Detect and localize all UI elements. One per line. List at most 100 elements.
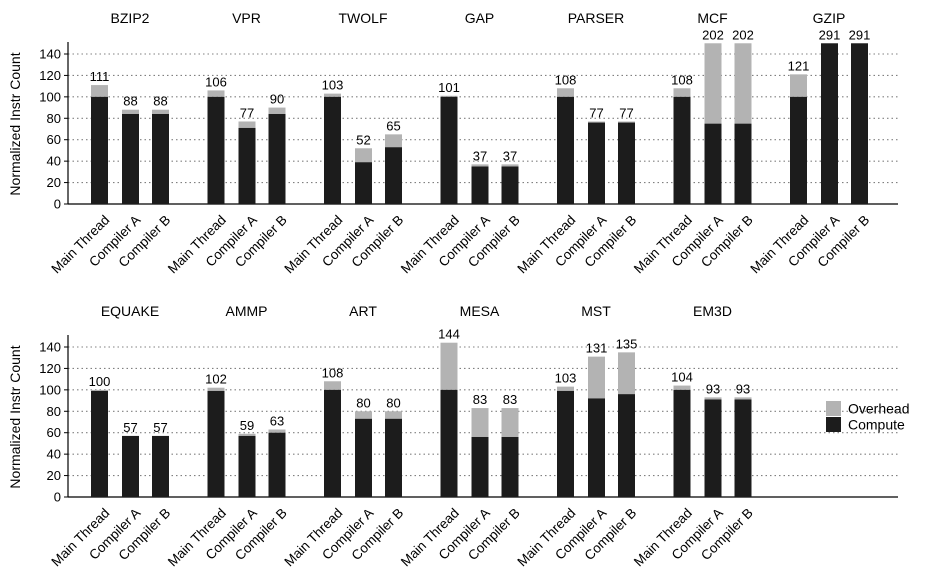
bar-overhead [385,411,402,419]
bar-overhead [238,121,256,128]
y-tick-label: 80 [47,111,61,126]
bar-value-label: 291 [819,27,841,42]
bar-value-label: 108 [671,72,693,87]
bar-overhead [207,90,225,97]
bar-compute [207,96,225,204]
bar-overhead [557,386,574,391]
y-tick-label: 60 [47,132,61,147]
y-tick-label: 140 [39,339,61,354]
bar-overhead [501,164,519,167]
bar-overhead [152,109,169,114]
bar-overhead [734,43,752,124]
bar-compute [207,390,225,497]
y-tick-label: 80 [47,404,61,419]
bar-overhead [673,88,691,97]
bar-value-label: 77 [240,105,254,120]
benchmark-title: TWOLF [339,10,388,26]
bar-value-label: 93 [706,381,720,396]
bar-compute [618,394,635,497]
bar-value-label: 108 [322,365,344,380]
benchmark-title: GAP [465,10,495,26]
bar-compute [324,389,341,497]
bar-overhead [355,411,372,419]
bar-compute [704,123,722,204]
bar-overhead [238,433,256,436]
y-tick-label: 0 [54,490,61,505]
bar-compute [152,435,169,497]
bar-overhead [207,387,225,391]
bar-overhead [91,85,108,97]
bar-value-label: 90 [270,92,284,107]
bar-value-label: 103 [322,78,344,93]
bar-value-label: 77 [589,105,603,120]
bar-compute [440,96,458,204]
bar-compute [355,162,372,204]
bar-overhead [324,381,341,390]
bar-overhead [324,93,341,97]
bar-value-label: 88 [153,94,167,109]
panel-2: Normalized Instr Count 0 20 40 60 80 100 120 140… [7,303,898,569]
benchmark-title: MCF [697,10,727,26]
benchmark-title: AMMP [226,303,268,319]
benchmark-title: VPR [232,10,261,26]
bar-compute [588,398,605,497]
bar-value-label: 131 [586,341,608,356]
bar-compute [122,435,139,497]
benchmark-title: MESA [460,303,500,319]
benchmark-title: MST [581,303,611,319]
bar-value-label: 103 [555,371,577,386]
bar-overhead [440,95,458,97]
benchmark-title: EM3D [693,303,732,319]
benchmark-title: BZIP2 [111,10,150,26]
bar-compute [557,390,574,497]
bar-value-label: 37 [473,148,487,163]
legend-label-overhead: Overhead [848,401,909,417]
bar-overhead [618,352,635,395]
y-tick-label: 20 [47,175,61,190]
y-tick-label: 100 [39,89,61,104]
benchmark-title: PARSER [568,10,625,26]
bar-overhead [734,397,752,400]
y-axis-label: Normalized Instr Count [7,52,23,195]
bar-overhead [385,134,402,148]
bar-compute [238,127,256,204]
y-tick-label: 100 [39,382,61,397]
bar-value-label: 135 [616,336,638,351]
bar-compute [588,122,605,204]
bar-overhead [471,164,489,167]
bar-overhead [268,107,286,114]
benchmark-title: EQUAKE [101,303,159,319]
bar-compute [324,96,341,204]
bar-compute [385,147,402,204]
bar-overhead [618,121,635,123]
legend: Overhead Compute [826,401,909,433]
bar-value-label: 144 [438,327,460,342]
bar-value-label: 65 [386,118,400,133]
bar-compute [268,113,286,204]
legend-label-compute: Compute [848,417,905,433]
bar-value-label: 80 [356,395,370,410]
y-tick-label: 120 [39,361,61,376]
bar-value-label: 57 [153,420,167,435]
bar-compute [501,166,519,204]
bar-compute [471,166,489,204]
bar-value-label: 57 [123,420,137,435]
bar-value-label: 77 [619,105,633,120]
chart-panels: Normalized Instr Count 0 20 40 60 80 100 120 140… [7,10,898,569]
bar-value-label: 121 [788,58,810,73]
bar-value-label: 93 [736,381,750,396]
bar-overhead [501,408,519,437]
y-tick-label: 20 [47,468,61,483]
bar-overhead [790,74,807,97]
bar-compute [557,96,574,204]
bar-compute [385,418,402,497]
bar-compute [355,418,372,497]
bar-compute [91,390,108,497]
